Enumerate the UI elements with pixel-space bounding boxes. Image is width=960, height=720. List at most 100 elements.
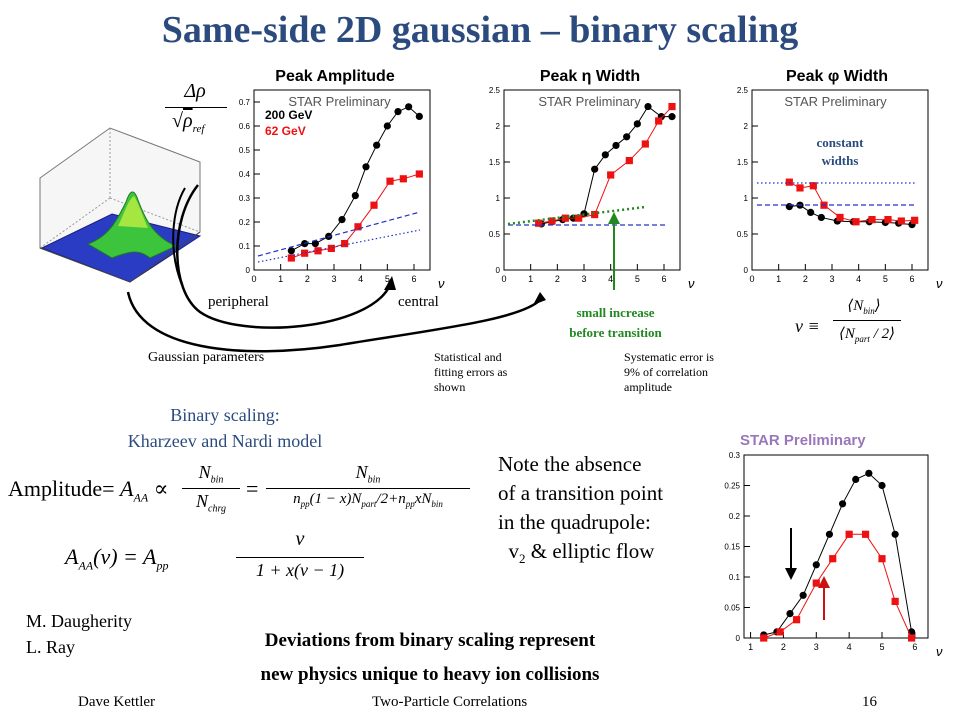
data-point-62gev	[287, 254, 295, 262]
x-tick-label: 5	[385, 274, 390, 284]
drho-numerator: Δρ	[184, 80, 206, 102]
x-tick-label: 6	[661, 274, 666, 284]
data-point-62gev	[760, 634, 768, 642]
data-point-62gev	[370, 201, 378, 209]
stat-line3: shown	[434, 380, 466, 394]
data-point-62gev	[785, 178, 793, 186]
nu-frac2-bar	[236, 557, 364, 558]
aa-nu-mid: (ν) = A	[93, 544, 157, 569]
data-point-200gev	[591, 165, 599, 173]
a-symbol: A	[120, 476, 134, 501]
legend-62gev: 62 GeV	[265, 124, 306, 138]
data-point-62gev	[861, 530, 870, 538]
phi-width-panel-title: Peak φ Width	[786, 68, 888, 85]
data-point-62gev	[911, 216, 919, 224]
x-tick-label: 3	[829, 274, 834, 284]
series-line	[789, 181, 915, 223]
npp2: n	[398, 491, 406, 507]
x-tick-label: 2	[305, 274, 310, 284]
black-arrow-head	[785, 568, 797, 580]
sys-line1: Systematic error is	[624, 350, 714, 364]
nbin-frac-num: Nbin	[182, 462, 240, 486]
data-point-62gev	[386, 177, 394, 185]
data-point-62gev	[868, 216, 876, 224]
y-tick-label: 0	[744, 266, 749, 275]
data-point-62gev	[796, 184, 804, 192]
x-tick-label: 0	[749, 274, 754, 284]
npp1: n	[293, 491, 301, 507]
data-point-200gev	[415, 112, 423, 120]
data-point-200gev	[812, 561, 820, 569]
y-tick-label: 0	[496, 266, 501, 275]
eta-width-panel-title: Peak η Width	[539, 68, 641, 85]
data-point-200gev	[865, 469, 873, 477]
data-point-200gev	[311, 240, 319, 248]
x-tick-label: 3	[814, 642, 819, 652]
series-line	[763, 472, 913, 636]
small-increase-line2: before transition	[569, 325, 662, 340]
data-point-62gev	[852, 218, 860, 226]
drho-fraction-bar	[165, 107, 227, 108]
data-point-200gev	[786, 610, 794, 618]
rho-symbol: ρ	[182, 110, 193, 132]
sys-line3: amplitude	[624, 380, 672, 394]
x-axis-label: ν	[936, 276, 943, 291]
data-point-200gev	[394, 108, 402, 116]
npart-N2: N	[351, 491, 362, 507]
x-tick-label: 3	[581, 274, 586, 284]
stat-line1: Statistical and	[434, 350, 502, 364]
guide-dashed-amplitude	[257, 211, 421, 257]
pp2: pp	[405, 499, 415, 509]
deviations-line2: new physics unique to heavy ion collisio…	[260, 664, 600, 685]
footer-talk-title: Two-Particle Correlations	[372, 694, 528, 710]
y-tick-label: 0	[246, 266, 251, 275]
y-tick-label: 0.4	[239, 170, 251, 179]
plot-frame	[253, 89, 431, 271]
y-tick-label: 1.5	[489, 158, 501, 167]
data-point-62gev	[399, 175, 407, 183]
systematic-error-note: Systematic error is 9% of correlation am…	[624, 350, 764, 395]
x-tick-label: 3	[331, 274, 336, 284]
y-tick-label: 1	[744, 194, 749, 203]
amplitude-chart: 0 1 2 3 4 5 6 0 0.1 0.2 0.3 0.4 0.5 0.6 0.7 ν	[239, 89, 445, 291]
data-point-200gev	[644, 102, 652, 111]
note-line2: of a transition point	[498, 481, 664, 505]
chrg-sub: chrg	[208, 503, 226, 515]
x-tick-label: 5	[879, 642, 884, 652]
page-title: Same-side 2D gaussian – binary scaling	[161, 9, 799, 51]
x-axis-label: ν	[936, 644, 943, 659]
data-point-62gev	[812, 579, 820, 587]
npart-sub: part	[854, 334, 870, 344]
author-ray: L. Ray	[26, 637, 75, 657]
y-tick-label: 2	[496, 122, 501, 131]
plot-frame	[503, 89, 681, 271]
x-tick-label: 0	[251, 274, 256, 284]
footer-page-number: 16	[862, 694, 877, 710]
data-point-200gev	[633, 120, 641, 128]
star-label-quadrupole: STAR Preliminary	[740, 432, 866, 449]
nbin-sub: bin	[863, 306, 875, 316]
data-point-200gev	[807, 208, 815, 216]
y-tick-label: 1.5	[737, 158, 749, 167]
note-v: v	[508, 539, 520, 563]
drho-denominator: √ρref	[172, 110, 204, 135]
data-point-200gev	[405, 103, 413, 111]
data-point-200gev	[852, 475, 860, 483]
note-line3: in the quadrupole:	[498, 510, 651, 534]
x-tick-label: 6	[909, 274, 914, 284]
sys-line2: 9% of correlation	[624, 365, 708, 379]
data-point-62gev	[792, 616, 801, 624]
data-point-62gev	[561, 214, 569, 222]
x-tick-label: 1	[748, 642, 753, 652]
eta-width-chart: 0 1 2 3 4 5 6 0 0.5 1 1.5 2 2.5 ν	[489, 86, 695, 291]
data-point-62gev	[776, 628, 784, 636]
nu-definition-lhs: ν ≡	[795, 316, 820, 336]
data-point-200gev	[623, 133, 631, 141]
quadrupole-note: Note the absence of a transition point i…	[498, 450, 663, 573]
footer-author: Dave Kettler	[78, 694, 156, 710]
star-label-phi: STAR Preliminary	[784, 94, 887, 109]
data-point-62gev	[668, 102, 676, 111]
data-point-62gev	[354, 223, 362, 231]
